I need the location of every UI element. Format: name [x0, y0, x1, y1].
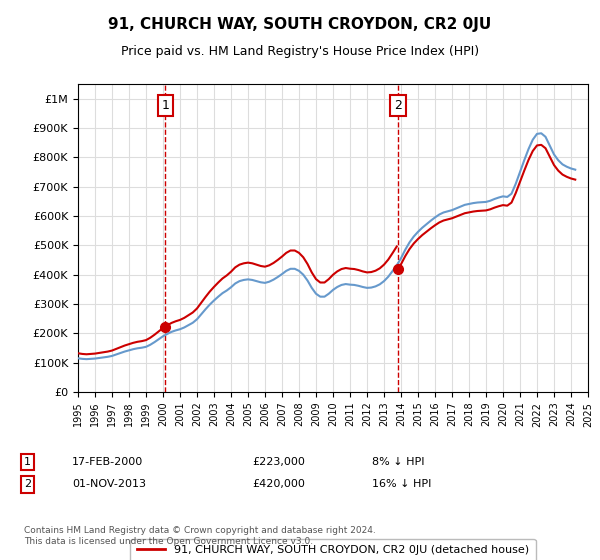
Text: 17-FEB-2000: 17-FEB-2000 — [72, 457, 143, 467]
Text: £420,000: £420,000 — [252, 479, 305, 489]
Text: 01-NOV-2013: 01-NOV-2013 — [72, 479, 146, 489]
Text: £223,000: £223,000 — [252, 457, 305, 467]
Text: 91, CHURCH WAY, SOUTH CROYDON, CR2 0JU: 91, CHURCH WAY, SOUTH CROYDON, CR2 0JU — [109, 17, 491, 32]
Text: 1: 1 — [24, 457, 31, 467]
Text: 2: 2 — [394, 99, 402, 112]
Text: 1: 1 — [161, 99, 169, 112]
Text: Contains HM Land Registry data © Crown copyright and database right 2024.
This d: Contains HM Land Registry data © Crown c… — [24, 526, 376, 546]
Text: Price paid vs. HM Land Registry's House Price Index (HPI): Price paid vs. HM Land Registry's House … — [121, 45, 479, 58]
Text: 8% ↓ HPI: 8% ↓ HPI — [372, 457, 425, 467]
Text: 16% ↓ HPI: 16% ↓ HPI — [372, 479, 431, 489]
Legend: 91, CHURCH WAY, SOUTH CROYDON, CR2 0JU (detached house), HPI: Average price, det: 91, CHURCH WAY, SOUTH CROYDON, CR2 0JU (… — [130, 539, 536, 560]
Text: 2: 2 — [24, 479, 31, 489]
